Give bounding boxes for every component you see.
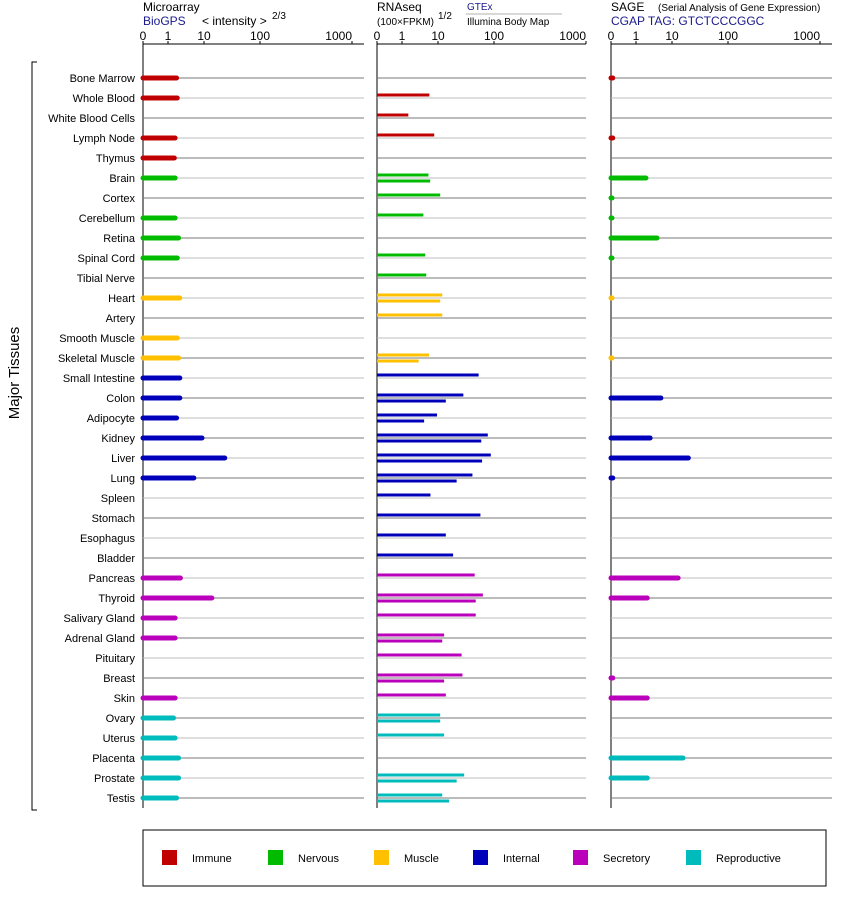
tissue-label: Lung <box>111 473 135 485</box>
rnaseq-tick-label: 1000 <box>559 29 586 43</box>
rnaseq-tick-label: 0 <box>374 29 381 43</box>
tissue-label: Spleen <box>101 493 135 505</box>
legend-label: Reproductive <box>716 853 781 865</box>
tissue-label: Salivary Gland <box>63 613 135 625</box>
tissue-label: Prostate <box>94 773 135 785</box>
rnaseq-title: RNAseq <box>377 0 422 14</box>
sage-tick-label: 0 <box>608 29 615 43</box>
tissue-label: Adrenal Gland <box>65 633 135 645</box>
microarray-tick-label: 1 <box>165 29 172 43</box>
tissue-label: Pancreas <box>89 573 136 585</box>
microarray-tick-label: 1000 <box>325 29 352 43</box>
tissue-label: Kidney <box>101 433 135 445</box>
tissue-label: Spinal Cord <box>78 253 135 265</box>
tissue-bracket <box>31 61 37 811</box>
sage-tick-label: 100 <box>718 29 738 43</box>
legend-label: Muscle <box>404 853 439 865</box>
tissue-label: Adipocyte <box>87 413 135 425</box>
legend-label: Nervous <box>298 853 339 865</box>
tissue-label: Ovary <box>106 713 136 725</box>
tissue-label: Esophagus <box>80 533 136 545</box>
tissue-label: Pituitary <box>95 653 135 665</box>
tissue-label: Liver <box>111 453 135 465</box>
microarray-tick-label: 10 <box>197 29 211 43</box>
legend-swatch <box>573 850 588 865</box>
legend-label: Secretory <box>603 853 651 865</box>
microarray-scale-label: < intensity > <box>202 14 267 28</box>
tissue-label: Placenta <box>92 753 136 765</box>
sage-subtitle: (Serial Analysis of Gene Expression) <box>658 3 820 14</box>
cgap-tag-link[interactable]: CGAP TAG: GTCTCCCGGC <box>611 14 765 28</box>
tissue-label: Cortex <box>103 193 136 205</box>
tissue-label: Thyroid <box>98 593 135 605</box>
microarray-title: Microarray <box>143 0 200 14</box>
tissue-label: Smooth Muscle <box>59 333 135 345</box>
rnaseq-tick-label: 10 <box>431 29 445 43</box>
tissue-label: Stomach <box>92 513 135 525</box>
tissue-label: Bladder <box>97 553 135 565</box>
sage-tick-label: 1000 <box>793 29 820 43</box>
legend-swatch <box>162 850 177 865</box>
rnaseq-scale-label: (100×FPKM) <box>377 17 434 28</box>
tissue-label: Uterus <box>103 733 136 745</box>
microarray-scale-exponent: 2/3 <box>272 11 286 22</box>
tissue-label: Brain <box>109 173 135 185</box>
legend-swatch <box>374 850 389 865</box>
tissue-label: Testis <box>107 793 136 805</box>
biogps-link[interactable]: BioGPS <box>143 14 186 28</box>
tissue-label: Tibial Nerve <box>77 273 135 285</box>
rnaseq-scale-exponent: 1/2 <box>438 11 452 22</box>
tissue-label: Thymus <box>96 153 136 165</box>
sage-title: SAGE <box>611 0 644 14</box>
legend-swatch <box>268 850 283 865</box>
gtex-link[interactable]: GTEx <box>467 2 493 13</box>
microarray-tick-label: 0 <box>140 29 147 43</box>
illumina-body-map-label: Illumina Body Map <box>467 17 550 28</box>
tissue-label: Cerebellum <box>79 213 135 225</box>
legend-swatch <box>473 850 488 865</box>
rnaseq-tick-label: 1 <box>399 29 406 43</box>
sage-tick-label: 10 <box>665 29 679 43</box>
tissue-label: Heart <box>108 293 135 305</box>
tissue-label: Skeletal Muscle <box>58 353 135 365</box>
tissue-label: Retina <box>103 233 136 245</box>
microarray-tick-label: 100 <box>250 29 270 43</box>
tissue-label: Bone Marrow <box>70 73 135 85</box>
tissue-label: Small Intestine <box>63 373 135 385</box>
legend-label: Immune <box>192 853 232 865</box>
legend-swatch <box>686 850 701 865</box>
y-axis-title: Major Tissues <box>6 327 23 420</box>
tissue-label: White Blood Cells <box>48 113 135 125</box>
tissue-label: Lymph Node <box>73 133 135 145</box>
tissue-label: Whole Blood <box>73 93 135 105</box>
legend-label: Internal <box>503 853 540 865</box>
tissue-label: Breast <box>103 673 135 685</box>
sage-tick-label: 1 <box>633 29 640 43</box>
rnaseq-tick-label: 100 <box>484 29 504 43</box>
tissue-label: Skin <box>114 693 135 705</box>
tissue-label: Colon <box>106 393 135 405</box>
tissue-label: Artery <box>106 313 136 325</box>
